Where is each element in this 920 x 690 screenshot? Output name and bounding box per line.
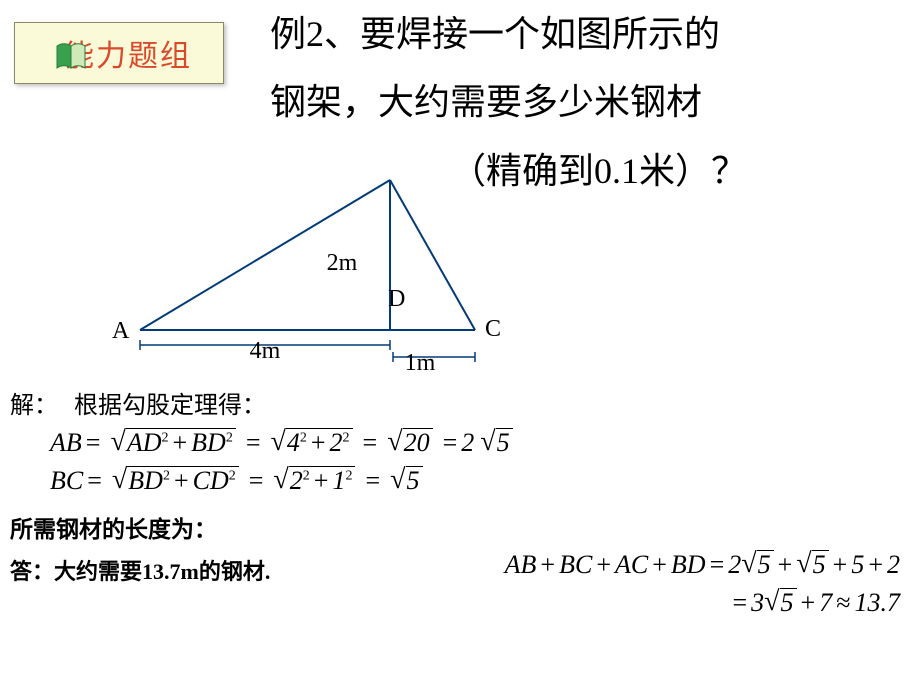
problem-line2: 钢架，大约需要多少米钢材 — [270, 68, 910, 136]
solution-label: 解： — [10, 385, 58, 420]
sqrt-5a: 5 — [480, 428, 512, 458]
svg-text:1m: 1m — [405, 350, 436, 376]
book-icon — [55, 42, 89, 75]
equation-bc: BC= BD2+CD2 = 22+12 = 5 — [50, 466, 910, 496]
sqrt-ad-bd: AD2+BD2 — [110, 428, 235, 458]
sqrt-bd-cd: BD2+CD2 — [112, 466, 239, 496]
eq2-lhs: BC= — [50, 466, 106, 496]
need-label-line: 所需钢材的长度为： — [10, 510, 910, 544]
svg-text:A: A — [112, 318, 130, 344]
sum-equations: AB+BC+AC+BD= 2 5 + 5 +5+2 =3 5 +7≈13.7 — [505, 550, 900, 618]
solution-intro-text: 根据勾股定理得： — [74, 385, 266, 420]
svg-text:C: C — [485, 316, 501, 342]
sum-lhs: AB+BC+AC+BD= — [505, 550, 729, 580]
section-badge: 能力题组 — [14, 22, 224, 84]
sqrt-4-2: 42+22 — [271, 428, 353, 458]
need-label: 所需钢材的长度为： — [10, 510, 217, 544]
sqrt-2-1: 22+12 — [273, 466, 355, 496]
sqrt-5b: 5 — [390, 466, 422, 496]
triangle-diagram: A B C D 4m 1m 2m — [90, 160, 530, 395]
solution-intro: 解： 根据勾股定理得： — [10, 385, 910, 420]
svg-text:4m: 4m — [250, 338, 281, 364]
svg-text:2m: 2m — [327, 250, 358, 276]
svg-text:D: D — [388, 286, 405, 312]
eq1-lhs: AB= — [50, 428, 104, 458]
svg-text:B: B — [384, 160, 400, 164]
equation-ab: AB= AD2+BD2 = 42+22 = 20 =2 5 — [50, 428, 910, 458]
answer-text: 答：大约需要13.7m的钢材. — [10, 554, 270, 586]
problem-line1: 例2、要焊接一个如图所示的 — [270, 0, 910, 68]
sqrt-20: 20 — [387, 428, 432, 458]
